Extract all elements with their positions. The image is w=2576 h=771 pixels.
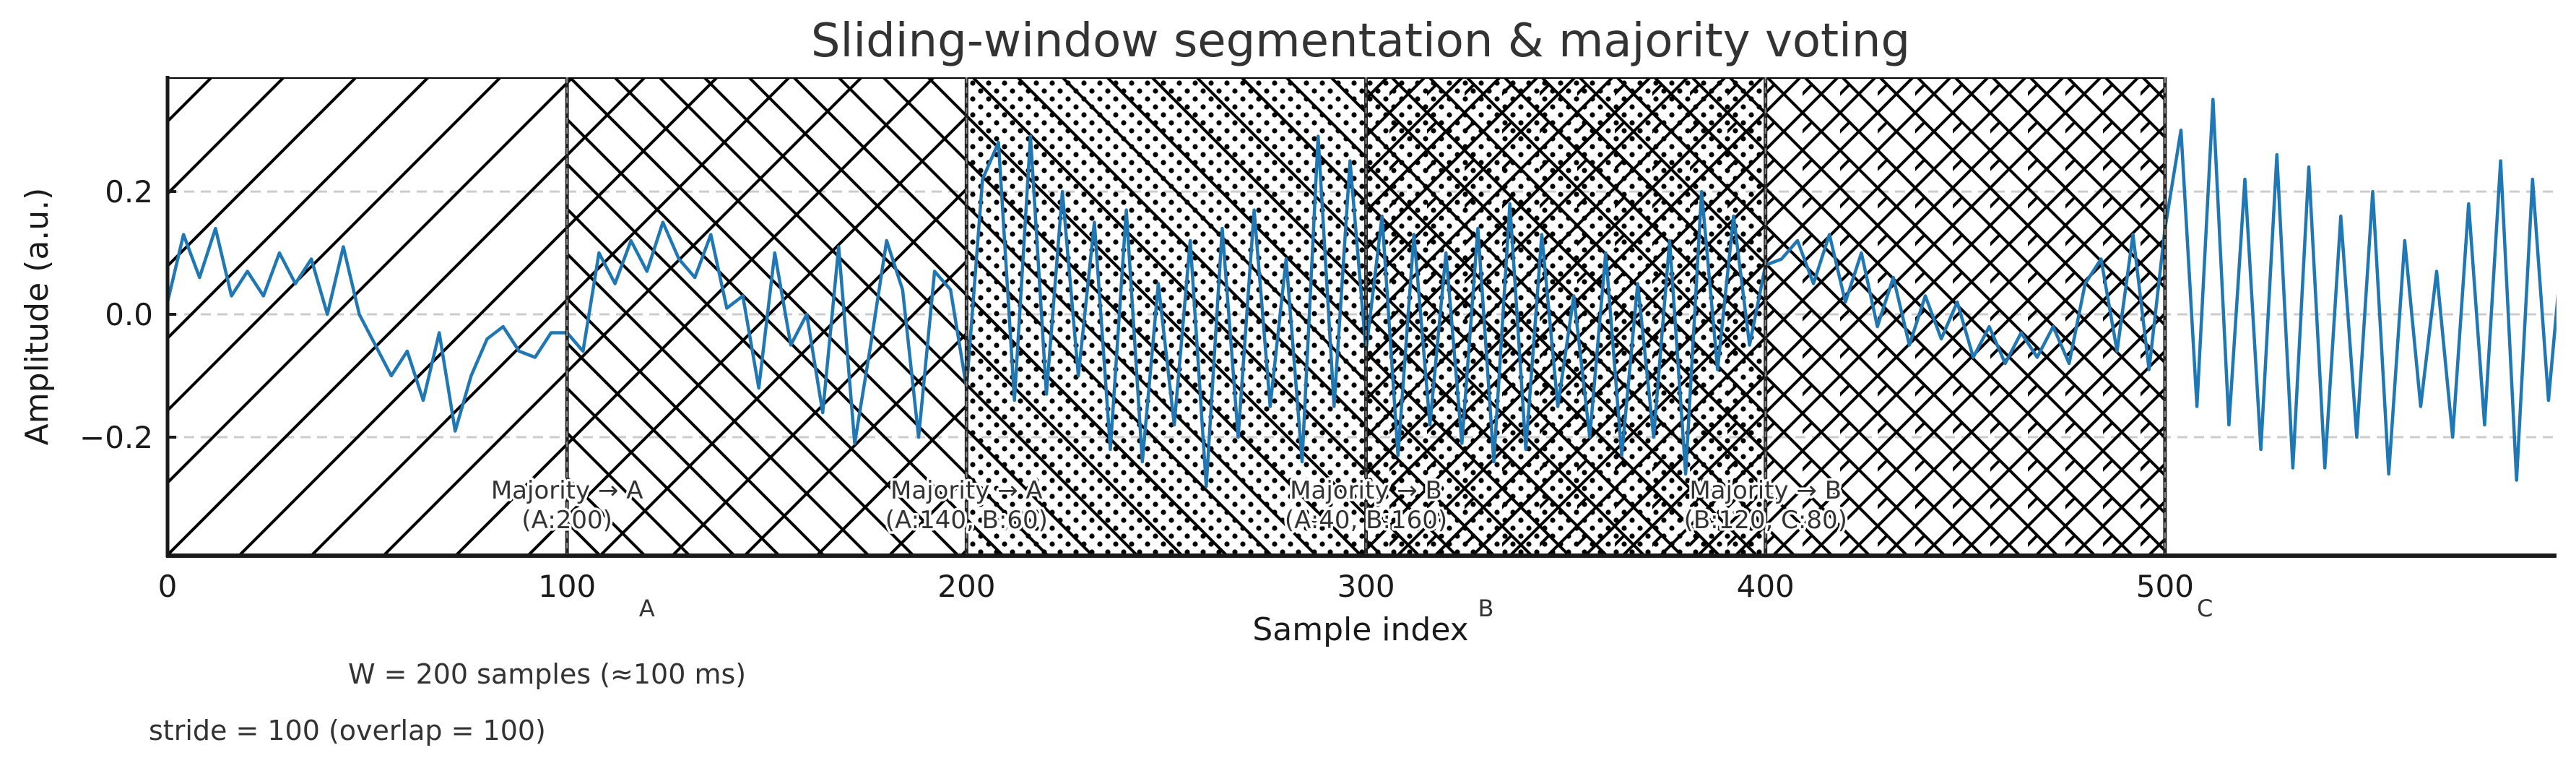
segment-labels: A B C (639, 595, 2213, 622)
majority-annotation-line1: Majority → B (1290, 476, 1442, 505)
majority-annotation-line2: (A:140, B:60) (885, 506, 1048, 535)
x-tick-label: 400 (1737, 569, 1795, 604)
majority-annotation-line1: Majority → A (890, 476, 1043, 505)
segment-label: C (2197, 595, 2213, 622)
stride-note: stride = 100 (overlap = 100) (149, 715, 546, 746)
window-boundaries (565, 77, 2167, 556)
window-size-note: W = 200 samples (≈100 ms) (348, 658, 746, 690)
x-tick-label: 500 (2136, 569, 2194, 604)
x-tick-label: 0 (158, 569, 178, 604)
x-tick-label: 300 (1337, 569, 1395, 604)
chart-title: Sliding-window segmentation & majority v… (811, 14, 1910, 68)
y-axis-label: Amplitude (a.u.) (19, 188, 56, 446)
x-axis-ticks: 0 100 200 300 400 500 (158, 569, 2194, 604)
y-tick-label: 0.2 (105, 174, 153, 210)
majority-annotation-line2: (A:200) (521, 506, 612, 535)
y-tick-label: 0.0 (105, 297, 153, 332)
segment-label: A (639, 595, 655, 622)
signal-line (168, 98, 2557, 488)
majority-annotation-line2: (A:40, B:160) (1285, 506, 1447, 535)
majority-annotation-line1: Majority → B (1689, 476, 1842, 505)
window-rectangles (168, 77, 2167, 556)
x-tick-label: 200 (937, 569, 995, 604)
x-axis-label: Sample index (1252, 611, 1468, 648)
majority-annotation-line2: (B:120, C:80) (1684, 506, 1847, 535)
segment-label: B (1478, 595, 1494, 622)
x-tick-label: 100 (538, 569, 596, 604)
y-axis-ticks: −0.2 0.0 0.2 (79, 174, 176, 455)
majority-annotation-line1: Majority → A (491, 476, 643, 505)
majority-annotations: Majority → A(A:200)Majority → A(A:140, B… (488, 474, 1849, 538)
y-tick-label: −0.2 (79, 420, 153, 455)
